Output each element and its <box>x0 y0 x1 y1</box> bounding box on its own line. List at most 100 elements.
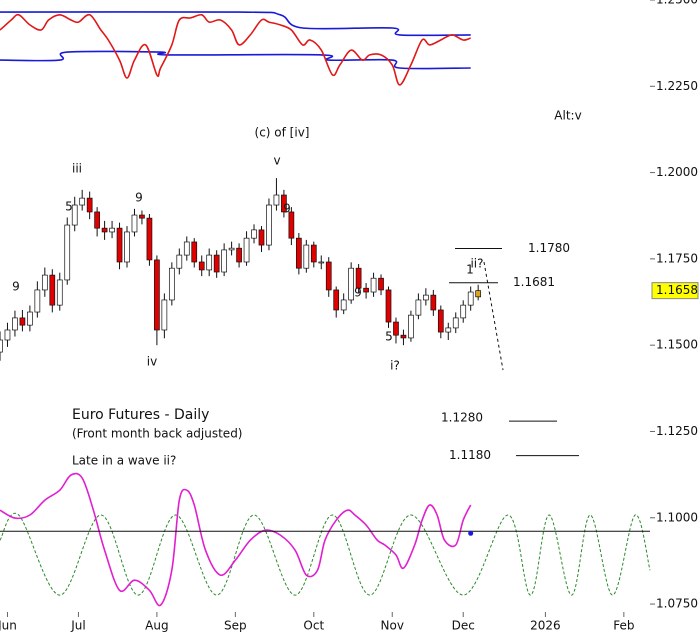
candle-body <box>131 214 138 233</box>
candle-body <box>34 289 41 313</box>
y-tick-label: 1.0750 <box>656 597 698 611</box>
candle-body <box>415 299 422 316</box>
candle-body <box>86 197 93 213</box>
candle-body <box>393 321 399 336</box>
candle-body <box>475 290 482 298</box>
candle-body <box>64 224 71 281</box>
wave-label: 9 <box>354 286 362 300</box>
candle-body <box>318 261 325 264</box>
indicator-line <box>0 50 471 70</box>
chart-title: Euro Futures - Daily <box>72 407 209 423</box>
candle-body <box>4 329 11 341</box>
wave-label: 9 <box>12 280 20 294</box>
target-label: 1.1681 <box>513 275 555 289</box>
candle-body <box>437 309 444 333</box>
candle-body <box>19 317 26 326</box>
candle-body <box>333 289 340 311</box>
candle-body <box>101 227 108 233</box>
chart-note: Late in a wave ii? <box>72 454 176 468</box>
candle-body <box>251 229 257 239</box>
candle-body <box>176 254 183 269</box>
y-tick-label: 1.2500 <box>656 0 698 7</box>
candle-body <box>116 227 123 263</box>
candle-body <box>467 291 474 306</box>
wave-label: 1 <box>466 263 474 277</box>
candle-body <box>243 237 250 263</box>
candle-body <box>71 204 78 226</box>
y-tick-label: 1.1750 <box>656 251 698 265</box>
current-price-box <box>651 282 699 300</box>
candle-body <box>423 294 429 301</box>
candle-body <box>124 231 130 263</box>
chart-subtitle: (Front month back adjusted) <box>72 427 243 441</box>
x-tick-label: Sep <box>224 619 247 633</box>
candle-body <box>296 237 302 269</box>
x-tick-label: Aug <box>145 619 168 633</box>
x-tick-label: Dec <box>452 619 475 633</box>
candle-body <box>12 317 18 331</box>
candle-body <box>206 254 213 271</box>
candle-body <box>408 314 414 339</box>
candle-body <box>281 194 287 213</box>
candle-body <box>348 267 354 301</box>
candle-body <box>325 261 332 291</box>
target-label: 1.1180 <box>449 448 491 462</box>
candle-body <box>445 327 452 333</box>
x-tick-label: Jul <box>70 619 85 633</box>
wave-label: 5 <box>385 330 393 344</box>
candle-body <box>0 339 3 353</box>
indicator-line <box>0 11 471 37</box>
candle-body <box>460 304 467 319</box>
candle-body <box>355 267 362 289</box>
candle-body <box>236 247 242 263</box>
candle-body <box>228 247 235 251</box>
x-tick-label: Nov <box>381 619 404 633</box>
x-tick-label: Feb <box>613 619 634 633</box>
candle-body <box>400 334 407 339</box>
y-tick-label: 1.2000 <box>656 165 698 179</box>
candle-body <box>198 261 205 271</box>
candle-body <box>139 214 145 219</box>
candle-body <box>94 211 100 229</box>
candle-body <box>385 289 392 323</box>
wave-label: 9 <box>283 202 291 216</box>
wave-label: iii <box>72 162 82 176</box>
target-label: 1.1280 <box>441 411 483 425</box>
candle-body <box>213 254 220 273</box>
candle-body <box>79 197 86 206</box>
candle-body <box>27 311 33 326</box>
candle-body <box>288 211 295 239</box>
candle-body <box>370 277 377 293</box>
candle-body <box>258 229 265 246</box>
candle-body <box>49 274 56 306</box>
candle-body <box>430 294 437 311</box>
candle-body <box>109 227 115 233</box>
candle-body <box>266 204 272 246</box>
y-tick-label: 1.2250 <box>656 79 698 93</box>
x-tick-label: Oct <box>303 619 324 633</box>
candle-body <box>168 267 175 301</box>
marker-dot <box>468 530 474 536</box>
candle-body <box>154 259 160 331</box>
candle-body <box>378 277 384 291</box>
candle-body <box>303 244 310 269</box>
x-tick-label: 2026 <box>530 619 561 633</box>
y-tick-label: 1.1500 <box>656 338 698 352</box>
candle-body <box>56 279 63 306</box>
wave-label: iv <box>147 355 157 369</box>
candle-body <box>273 194 280 206</box>
candle-body <box>363 287 369 293</box>
target-label: 1.1780 <box>528 241 570 255</box>
candle-body <box>452 317 459 329</box>
y-tick-label: 1.1000 <box>656 510 698 524</box>
wave-label: i? <box>390 359 400 373</box>
wave-label: ii? <box>470 257 483 271</box>
candle-body <box>41 274 48 291</box>
candle-body <box>340 299 347 311</box>
indicator-line <box>0 13 471 86</box>
wave-label: v <box>273 154 280 168</box>
wave-label: (c) of [iv] <box>255 126 310 140</box>
candle-body <box>161 299 168 331</box>
